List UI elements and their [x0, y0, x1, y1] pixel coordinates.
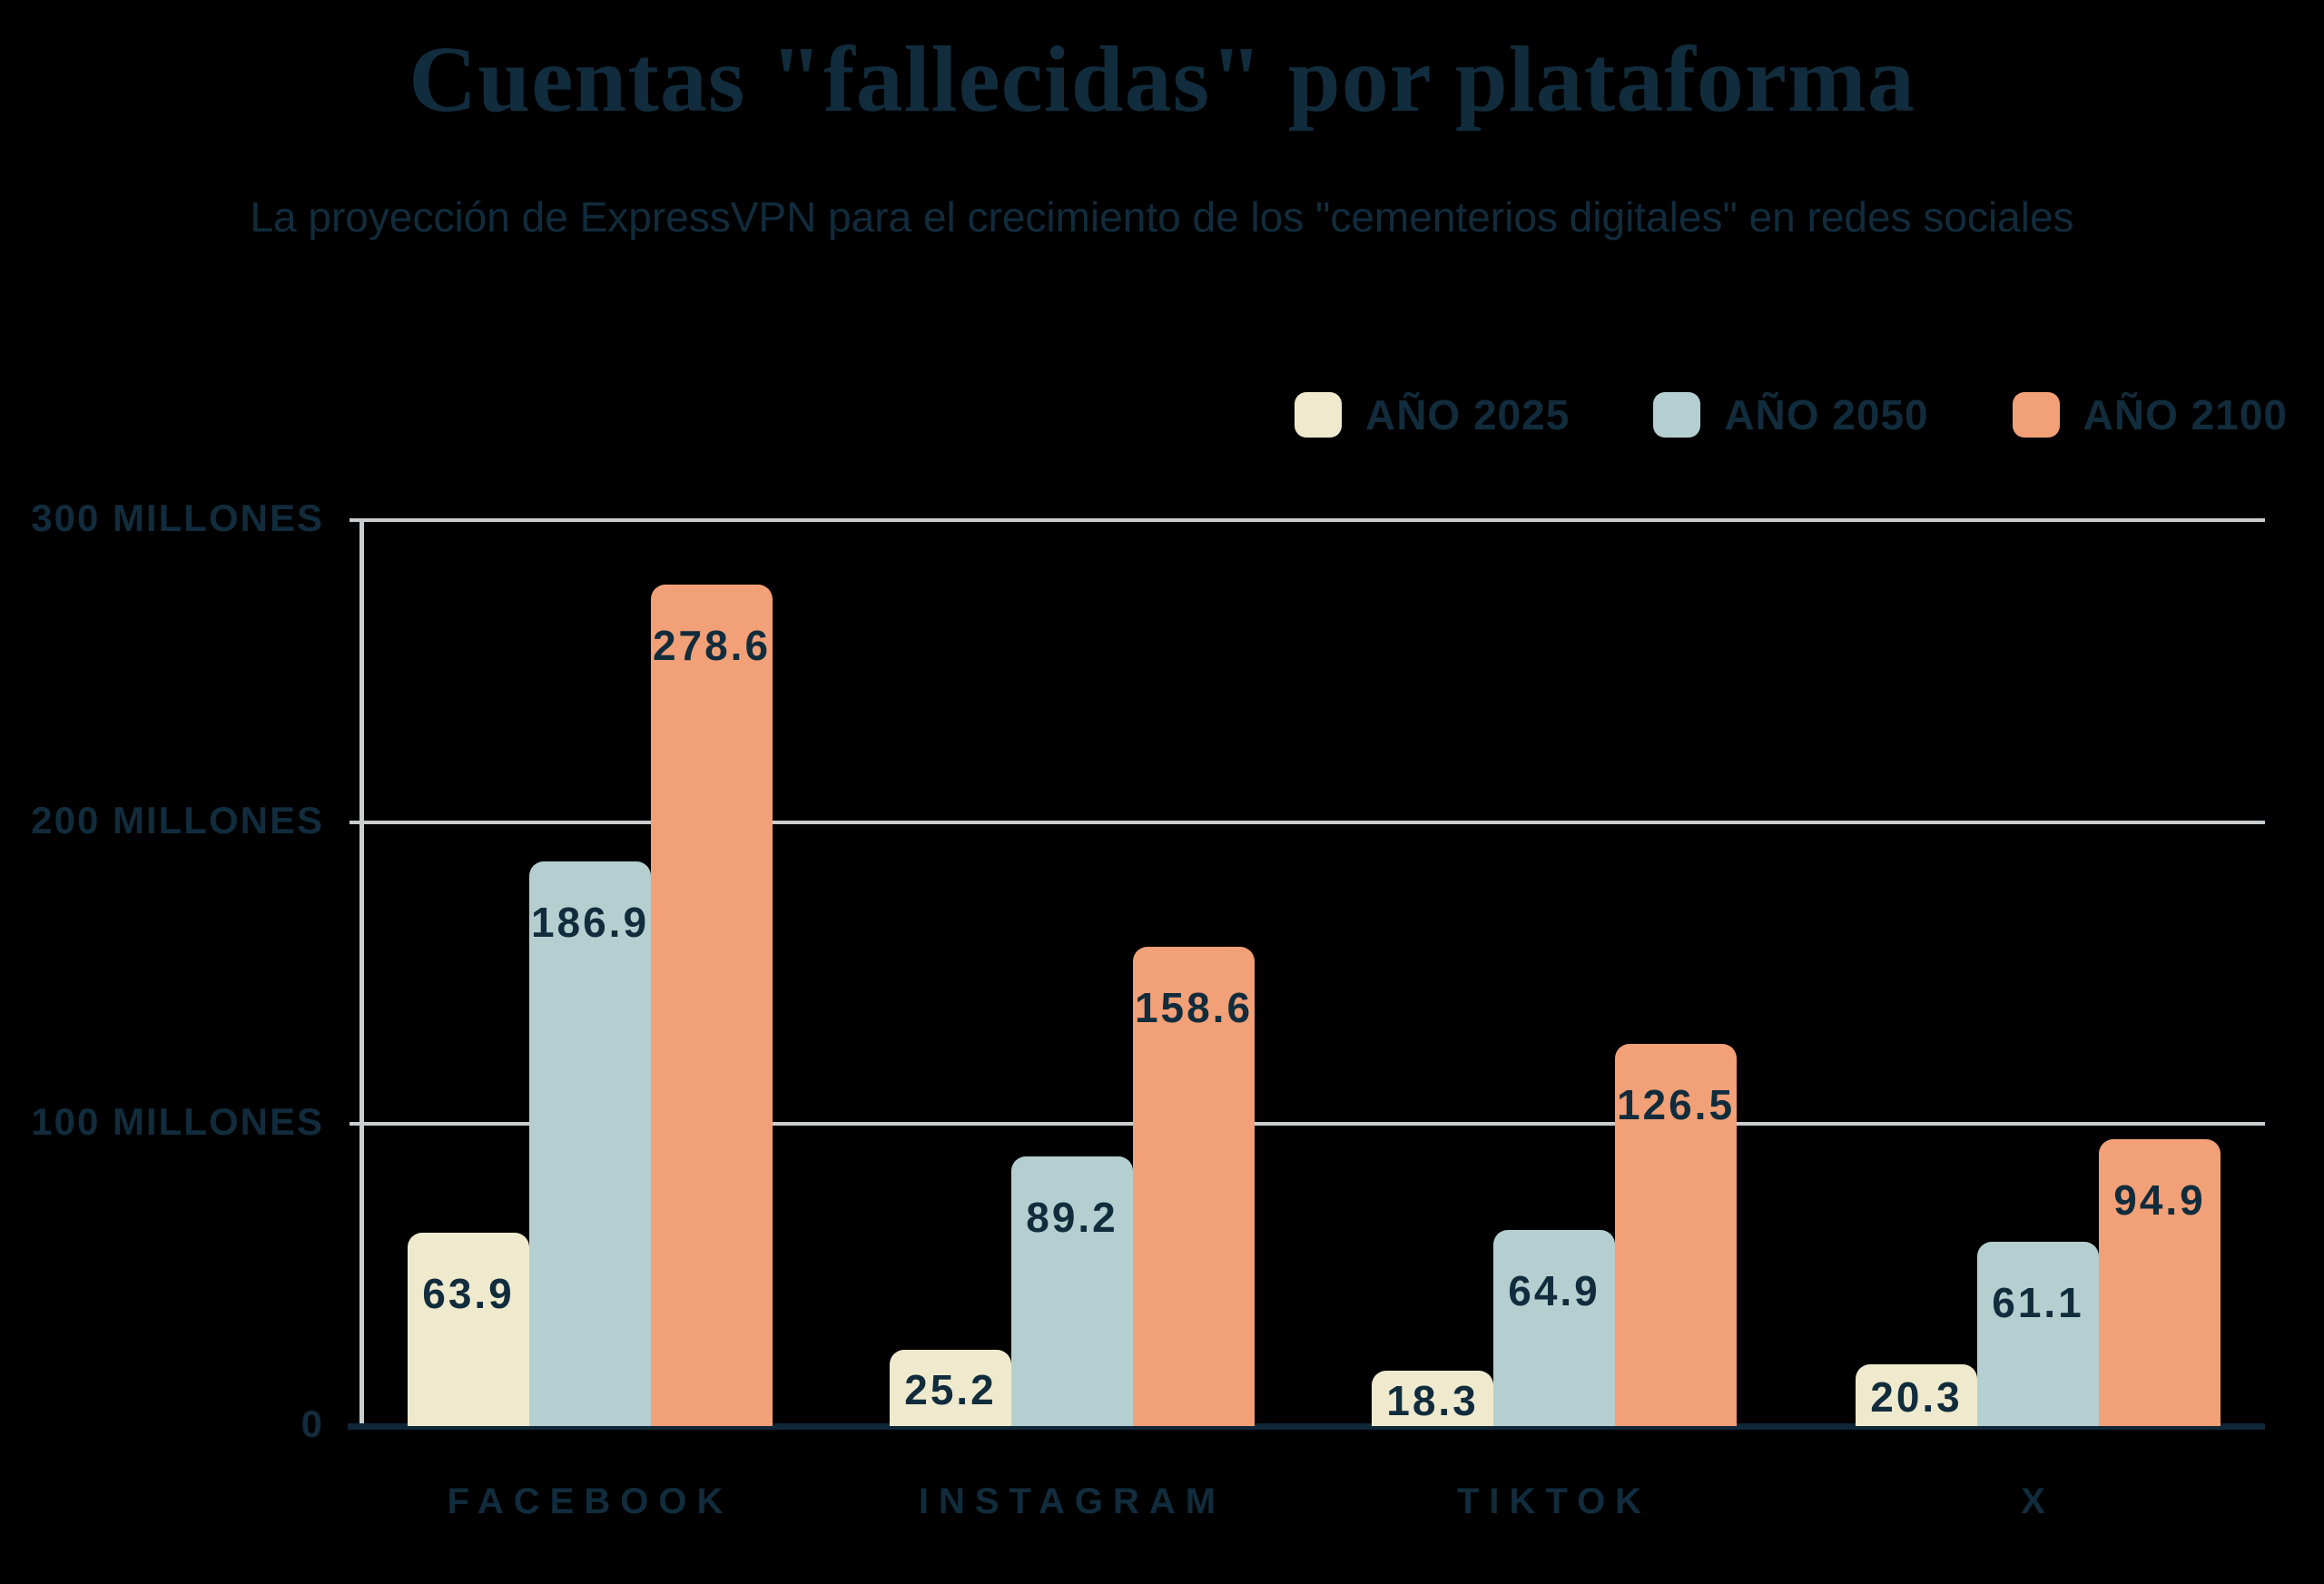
bar-x-año-2050: 61.1	[1977, 1242, 2099, 1426]
bar-instagram-año-2025: 25.2	[890, 1350, 1011, 1426]
legend-label: AÑO 2100	[2083, 391, 2288, 438]
legend-swatch-icon	[2012, 392, 2060, 438]
legend-label: AÑO 2025	[1364, 391, 1571, 438]
legend-item-año-2050: AÑO 2050	[1653, 390, 1928, 439]
bar-group-x: 20.3 61.1 94.9	[1856, 520, 2221, 1426]
y-tick-label-200: 200 MILLONES	[31, 798, 324, 841]
gridline-300	[350, 518, 2265, 522]
bar-instagram-año-2050: 89.2	[1011, 1156, 1133, 1426]
bar-tiktok-año-2025: 18.3	[1372, 1371, 1493, 1426]
bar-value-label: 89.2	[1026, 1194, 1118, 1241]
y-tick-label-300: 300 MILLONES	[31, 497, 324, 539]
gridline-200	[350, 820, 2265, 824]
y-tick-label-0: 0	[300, 1402, 324, 1445]
category-label-facebook: FACEBOOK	[447, 1481, 734, 1521]
y-tick-label-100: 100 MILLONES	[31, 1100, 324, 1144]
gridline-100	[350, 1122, 2265, 1127]
bar-facebook-año-2025: 63.9	[408, 1233, 529, 1426]
bar-value-label: 158.6	[1134, 984, 1254, 1031]
x-axis-baseline	[348, 1423, 2265, 1430]
bar-value-label: 186.9	[530, 899, 650, 946]
bar-x-año-2025: 20.3	[1856, 1364, 1977, 1426]
y-axis-line	[359, 520, 364, 1426]
bar-value-label: 278.6	[652, 622, 772, 669]
bar-value-label: 126.5	[1616, 1081, 1736, 1128]
chart-title: Cuentas "fallecidas" por plataforma	[409, 27, 1915, 132]
bar-tiktok-año-2100: 126.5	[1615, 1044, 1737, 1426]
bar-facebook-año-2100: 278.6	[651, 585, 773, 1426]
legend-label: AÑO 2050	[1724, 391, 1929, 438]
bar-group-facebook: 63.9 186.9 278.6	[408, 520, 773, 1426]
legend-swatch-icon	[1653, 392, 1701, 438]
category-label-x: X	[2021, 1481, 2055, 1521]
bar-value-label: 18.3	[1386, 1376, 1479, 1424]
bar-x-año-2100: 94.9	[2099, 1139, 2221, 1426]
bar-value-label: 63.9	[422, 1270, 515, 1317]
bar-group-tiktok: 18.3 64.9 126.5	[1372, 520, 1737, 1426]
bar-group-instagram: 25.2 89.2 158.6	[890, 520, 1255, 1426]
bar-value-label: 94.9	[2113, 1176, 2206, 1224]
bar-facebook-año-2050: 186.9	[529, 861, 651, 1426]
legend-item-año-2100: AÑO 2100	[2012, 390, 2288, 439]
bar-value-label: 25.2	[904, 1366, 997, 1413]
bar-instagram-año-2100: 158.6	[1133, 947, 1255, 1426]
chart-subtitle: La proyección de ExpressVPN para el crec…	[250, 193, 2074, 241]
chart-legend: AÑO 2025 AÑO 2050 AÑO 2100	[1294, 390, 2288, 439]
category-label-instagram: INSTAGRAM	[918, 1481, 1226, 1521]
legend-swatch-icon	[1294, 392, 1342, 438]
legend-item-año-2025: AÑO 2025	[1294, 390, 1571, 439]
bar-value-label: 61.1	[1992, 1279, 2084, 1326]
bar-value-label: 64.9	[1508, 1267, 1600, 1314]
category-label-tiktok: TIKTOK	[1456, 1481, 1652, 1521]
bar-value-label: 20.3	[1870, 1373, 1963, 1421]
bar-tiktok-año-2050: 64.9	[1493, 1230, 1615, 1426]
